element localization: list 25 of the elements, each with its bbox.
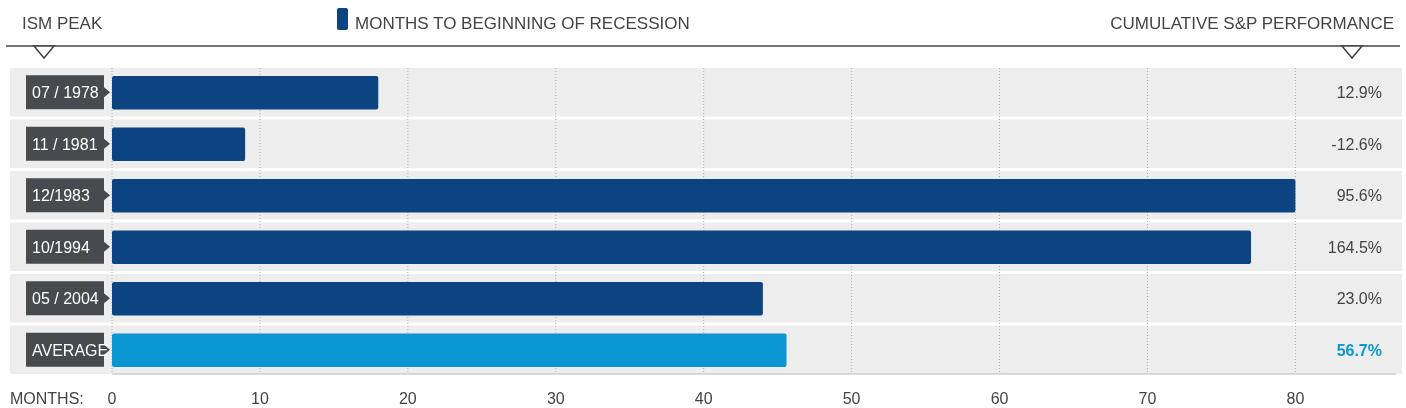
x-tick-label: 60 [990, 390, 1009, 407]
x-tick-label: 0 [107, 390, 117, 407]
x-tick-label: 10 [251, 390, 269, 407]
y-tick-label: 11 / 1981 [32, 135, 98, 153]
y-tick-label: 07 / 1978 [32, 84, 99, 102]
annotation: 23.0% [1336, 290, 1382, 308]
annotation: 56.7% [1336, 341, 1382, 359]
y2-axis-title: CUMULATIVE S&P PERFORMANCE [1110, 14, 1394, 33]
annotation: 95.6% [1336, 187, 1382, 205]
y-tick-label: 12/1983 [32, 187, 90, 205]
y-tick-label: 05 / 2004 [32, 290, 99, 308]
x-axis-title: MONTHS: [10, 390, 84, 407]
x-tick-label: 40 [694, 390, 713, 407]
annotation: 164.5% [1327, 238, 1382, 256]
annotation: -12.6% [1331, 135, 1382, 153]
x-tick-label: 20 [398, 390, 417, 407]
x-tick-label: 30 [546, 390, 565, 407]
x-tick-label: 70 [1138, 390, 1157, 407]
x-tick-label: 80 [1286, 390, 1305, 407]
y-tick-label: 10/1994 [32, 238, 90, 256]
legend-label: MONTHS TO BEGINNING OF RECESSION [355, 14, 690, 33]
annotation: 12.9% [1336, 84, 1382, 102]
x-tick-label: 50 [842, 390, 861, 407]
y-axis-title: ISM PEAK [22, 14, 103, 33]
y-tick-label: AVERAGE [32, 341, 109, 359]
